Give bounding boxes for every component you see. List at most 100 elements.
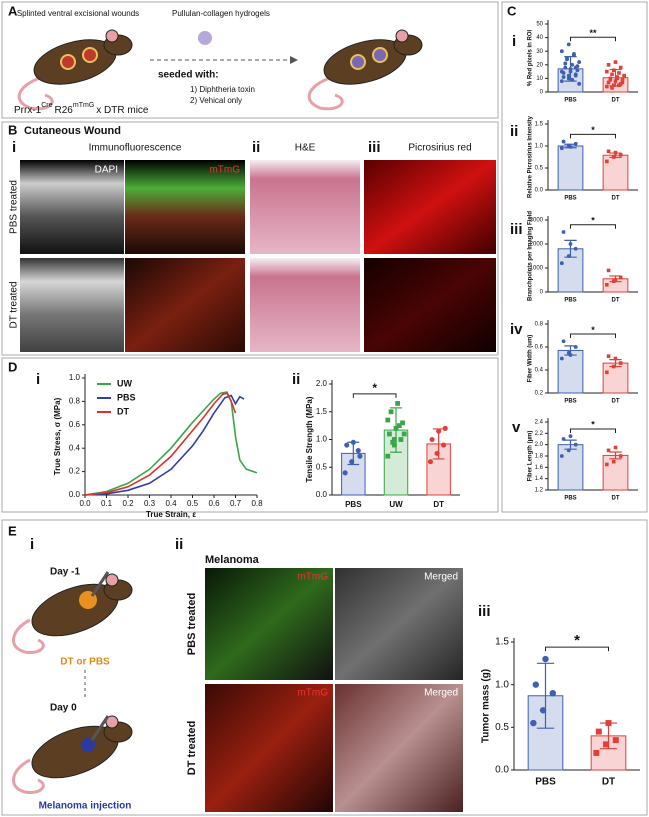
data-point (603, 741, 610, 748)
y-tick-label: 0.2 (535, 391, 544, 397)
data-point (561, 75, 566, 79)
row-label: PBS treated (9, 180, 20, 234)
x-tick-label: 0.3 (144, 499, 156, 508)
data-point (606, 149, 611, 154)
x-axis-label: True Strain, ε (146, 510, 196, 519)
panel-numeral: i (36, 371, 40, 388)
y-tick-label: 2000 (530, 242, 544, 248)
numeral: ii (175, 536, 183, 553)
x-tick-label: PBS (345, 500, 362, 509)
data-point (593, 749, 600, 756)
significance-bracket (352, 393, 397, 398)
panel-numeral: ii (292, 371, 300, 388)
label: Melanoma injection (39, 801, 132, 812)
data-point (427, 459, 434, 465)
data-point (561, 139, 566, 144)
x-tick-label: 0.7 (230, 499, 242, 508)
data-point (566, 42, 571, 47)
data-point (539, 707, 547, 714)
column-title: Immunofluorescence (89, 143, 182, 154)
data-point (615, 76, 620, 81)
panel-numeral: iii (478, 603, 491, 620)
data-point (393, 426, 399, 431)
data-point (617, 71, 621, 75)
x-tick-label: DT (612, 196, 620, 202)
row-label: DT treated (186, 721, 198, 775)
y-tick-label: 1.0 (69, 373, 81, 382)
significance-bracket (570, 224, 616, 229)
x-tick-label: DT (612, 399, 620, 405)
data-point (622, 73, 626, 78)
x-tick-label: 0.5 (187, 499, 199, 508)
significance-bracket (545, 646, 609, 652)
y-tick-label: 0 (540, 90, 544, 96)
y-tick-label: 1.5 (316, 407, 328, 416)
data-point (575, 68, 580, 73)
y-axis-label: Branchpoints per Imaging Field (528, 211, 534, 301)
data-point (559, 79, 564, 84)
x-tick-label: PBS (564, 98, 576, 104)
y-tick-label: 20 (536, 62, 543, 68)
numeral: ii (252, 139, 260, 156)
y-tick-label: 0.4 (69, 443, 81, 452)
data-point (396, 423, 402, 429)
data-point (436, 428, 442, 434)
x-tick-label: DT (612, 98, 620, 104)
data-point (606, 80, 611, 85)
y-tick-label: 1.6 (535, 465, 544, 471)
data-point (573, 345, 578, 349)
data-point (613, 356, 618, 361)
channel-label: Merged (424, 688, 458, 699)
data-point (385, 453, 391, 459)
y-tick-label: 0.0 (69, 490, 81, 499)
data-point (605, 720, 612, 727)
micrograph (125, 258, 245, 352)
arrowhead (290, 56, 298, 64)
x-tick-label: 0.8 (251, 499, 263, 508)
data-point (357, 453, 363, 459)
data-point (608, 77, 613, 82)
data-point (559, 69, 564, 74)
data-point (573, 65, 578, 70)
bar (557, 145, 584, 191)
data-point (566, 73, 571, 78)
significance-label: * (591, 420, 595, 430)
data-point (350, 439, 356, 445)
y-tick-label: 0.2 (69, 467, 81, 476)
data-point (441, 442, 447, 448)
label: Day -1 (50, 567, 80, 578)
x-tick-label: PBS (564, 298, 576, 304)
significance-bracket (570, 428, 616, 433)
data-point (532, 681, 539, 688)
x-tick-label: PBS (564, 496, 576, 502)
data-point (559, 261, 564, 266)
panel-numeral: ii (510, 123, 518, 140)
micrograph (20, 258, 124, 352)
data-point (388, 409, 394, 415)
panel-letter: C (507, 3, 517, 18)
panel-c-frame (501, 1, 648, 513)
data-point (561, 437, 566, 441)
data-point (573, 72, 578, 77)
line-series (84, 394, 245, 496)
data-point (618, 65, 623, 70)
data-point (549, 690, 556, 697)
data-point (400, 420, 405, 426)
data-point (605, 462, 609, 467)
x-tick-label: 0.2 (122, 499, 134, 508)
mouse (12, 715, 133, 795)
x-tick-label: DT (602, 777, 615, 788)
label: Prrx-1 (14, 105, 42, 116)
data-point (385, 417, 391, 423)
legend-label: UW (117, 378, 132, 388)
micrograph (20, 160, 124, 254)
data-point (568, 353, 573, 357)
significance-bracket (570, 36, 616, 42)
mouse (307, 29, 423, 111)
y-axis-label: True Stress, σ (MPa) (53, 397, 62, 475)
panel-numeral: v (512, 419, 521, 436)
label: Pullulan-collagen hydrogels (172, 9, 270, 18)
channel-label: mTmG (297, 572, 328, 583)
x-tick-label: DT (612, 496, 620, 502)
micrograph (125, 160, 245, 254)
